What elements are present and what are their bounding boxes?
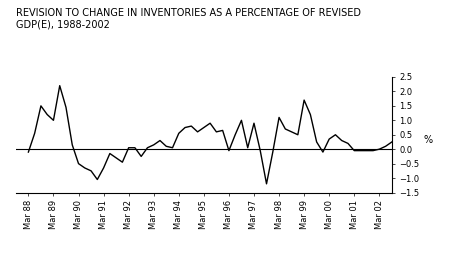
Text: REVISION TO CHANGE IN INVENTORIES AS A PERCENTAGE OF REVISED
GDP(E), 1988-2002: REVISION TO CHANGE IN INVENTORIES AS A P…	[16, 8, 361, 30]
Y-axis label: %: %	[424, 135, 433, 145]
